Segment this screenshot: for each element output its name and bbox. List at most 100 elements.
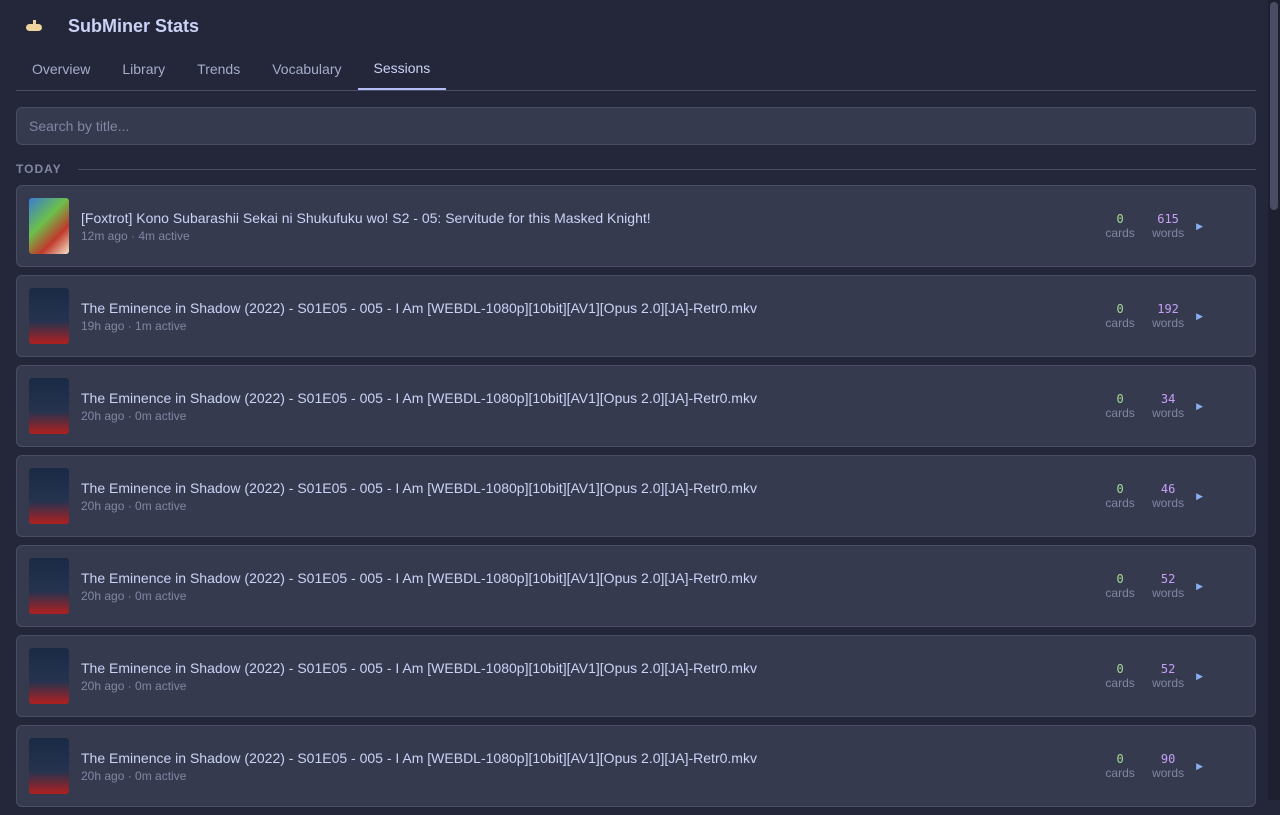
cover-thumbnail: [29, 198, 69, 254]
words-stat: 46 words: [1144, 482, 1192, 510]
session-meta: 20h ago · 0m active: [81, 588, 187, 603]
session-title: The Eminence in Shadow (2022) - S01E05 -…: [81, 299, 757, 316]
session-meta: 20h ago · 0m active: [81, 408, 187, 423]
words-count: 46: [1160, 482, 1176, 496]
scrollbar[interactable]: [1268, 0, 1280, 800]
words-label: words: [1152, 406, 1185, 420]
expand-arrow-icon[interactable]: ▶: [1196, 670, 1203, 681]
words-count: 52: [1160, 662, 1176, 676]
session-meta: 12m ago · 4m active: [81, 228, 190, 243]
session-row[interactable]: The Eminence in Shadow (2022) - S01E05 -…: [16, 455, 1256, 537]
words-stat: 52 words: [1144, 572, 1192, 600]
cover-thumbnail: [29, 378, 69, 434]
session-row[interactable]: The Eminence in Shadow (2022) - S01E05 -…: [16, 725, 1256, 807]
group-label: TODAY: [16, 162, 62, 176]
session-title: The Eminence in Shadow (2022) - S01E05 -…: [81, 479, 757, 496]
cards-count: 0: [1116, 302, 1124, 316]
cards-stat: 0 cards: [1096, 392, 1144, 420]
session-info: The Eminence in Shadow (2022) - S01E05 -…: [81, 480, 1096, 513]
session-meta: 20h ago · 0m active: [81, 498, 187, 513]
session-info: The Eminence in Shadow (2022) - S01E05 -…: [81, 660, 1096, 693]
divider: [77, 168, 1256, 170]
cards-label: cards: [1105, 586, 1135, 600]
group-header: TODAY: [16, 162, 1256, 176]
words-count: 615: [1157, 212, 1179, 226]
cards-label: cards: [1105, 496, 1135, 510]
expand-arrow-icon[interactable]: ▶: [1196, 490, 1203, 501]
cards-label: cards: [1105, 676, 1135, 690]
words-label: words: [1152, 766, 1185, 780]
cards-stat: 0 cards: [1096, 662, 1144, 690]
cards-label: cards: [1105, 406, 1135, 420]
scrollbar-thumb[interactable]: [1270, 2, 1278, 210]
expand-arrow-icon[interactable]: ▶: [1196, 220, 1203, 231]
session-info: The Eminence in Shadow (2022) - S01E05 -…: [81, 300, 1096, 333]
session-list: [Foxtrot] Kono Subarashii Sekai ni Shuku…: [16, 185, 1256, 807]
app-title: SubMiner Stats: [68, 15, 200, 36]
app: SubMiner Stats Overview Library Trends V…: [16, 0, 1256, 815]
session-meta: 20h ago · 0m active: [81, 678, 187, 693]
session-info: The Eminence in Shadow (2022) - S01E05 -…: [81, 750, 1096, 783]
submarine-icon: [24, 20, 44, 32]
cards-stat: 0 cards: [1096, 752, 1144, 780]
cards-label: cards: [1105, 316, 1135, 330]
cards-count: 0: [1116, 752, 1124, 766]
expand-arrow-icon[interactable]: ▶: [1196, 580, 1203, 591]
tab-overview[interactable]: Overview: [32, 61, 91, 77]
cards-count: 0: [1116, 212, 1124, 226]
words-label: words: [1152, 226, 1185, 240]
session-title: The Eminence in Shadow (2022) - S01E05 -…: [81, 389, 757, 406]
expand-arrow-icon[interactable]: ▶: [1196, 760, 1203, 771]
cover-thumbnail: [29, 468, 69, 524]
session-info: The Eminence in Shadow (2022) - S01E05 -…: [81, 390, 1096, 423]
session-row[interactable]: The Eminence in Shadow (2022) - S01E05 -…: [16, 635, 1256, 717]
tab-sessions[interactable]: Sessions: [357, 52, 447, 90]
cards-stat: 0 cards: [1096, 482, 1144, 510]
session-row[interactable]: [Foxtrot] Kono Subarashii Sekai ni Shuku…: [16, 185, 1256, 267]
words-label: words: [1152, 586, 1185, 600]
words-count: 90: [1160, 752, 1176, 766]
words-stat: 90 words: [1144, 752, 1192, 780]
session-info: The Eminence in Shadow (2022) - S01E05 -…: [81, 570, 1096, 603]
words-count: 192: [1157, 302, 1179, 316]
cards-stat: 0 cards: [1096, 212, 1144, 240]
words-label: words: [1152, 676, 1185, 690]
cover-thumbnail: [29, 738, 69, 794]
header: SubMiner Stats: [16, 0, 1256, 52]
cards-count: 0: [1116, 572, 1124, 586]
expand-arrow-icon[interactable]: ▶: [1196, 310, 1203, 321]
cards-count: 0: [1116, 392, 1124, 406]
session-info: [Foxtrot] Kono Subarashii Sekai ni Shuku…: [81, 210, 1096, 243]
tab-bar: Overview Library Trends Vocabulary Sessi…: [16, 52, 1256, 91]
tab-vocabulary[interactable]: Vocabulary: [272, 61, 342, 77]
cards-label: cards: [1105, 766, 1135, 780]
cards-label: cards: [1105, 226, 1135, 240]
words-stat: 34 words: [1144, 392, 1192, 420]
session-meta: 20h ago · 0m active: [81, 768, 187, 783]
cover-thumbnail: [29, 558, 69, 614]
session-title: The Eminence in Shadow (2022) - S01E05 -…: [81, 659, 757, 676]
tab-trends[interactable]: Trends: [197, 61, 241, 77]
words-stat: 52 words: [1144, 662, 1192, 690]
words-count: 52: [1160, 572, 1176, 586]
cards-stat: 0 cards: [1096, 302, 1144, 330]
words-stat: 192 words: [1144, 302, 1192, 330]
session-row[interactable]: The Eminence in Shadow (2022) - S01E05 -…: [16, 365, 1256, 447]
session-meta: 19h ago · 1m active: [81, 318, 187, 333]
words-label: words: [1152, 496, 1185, 510]
words-stat: 615 words: [1144, 212, 1192, 240]
session-row[interactable]: The Eminence in Shadow (2022) - S01E05 -…: [16, 545, 1256, 627]
session-title: The Eminence in Shadow (2022) - S01E05 -…: [81, 749, 757, 766]
tab-library[interactable]: Library: [122, 61, 166, 77]
cards-count: 0: [1116, 662, 1124, 676]
expand-arrow-icon[interactable]: ▶: [1196, 400, 1203, 411]
words-count: 34: [1160, 392, 1176, 406]
words-label: words: [1152, 316, 1185, 330]
session-title: [Foxtrot] Kono Subarashii Sekai ni Shuku…: [81, 209, 651, 226]
cover-thumbnail: [29, 648, 69, 704]
cards-stat: 0 cards: [1096, 572, 1144, 600]
session-row[interactable]: The Eminence in Shadow (2022) - S01E05 -…: [16, 275, 1256, 357]
cover-thumbnail: [29, 288, 69, 344]
cards-count: 0: [1116, 482, 1124, 496]
search-input[interactable]: [16, 107, 1256, 145]
